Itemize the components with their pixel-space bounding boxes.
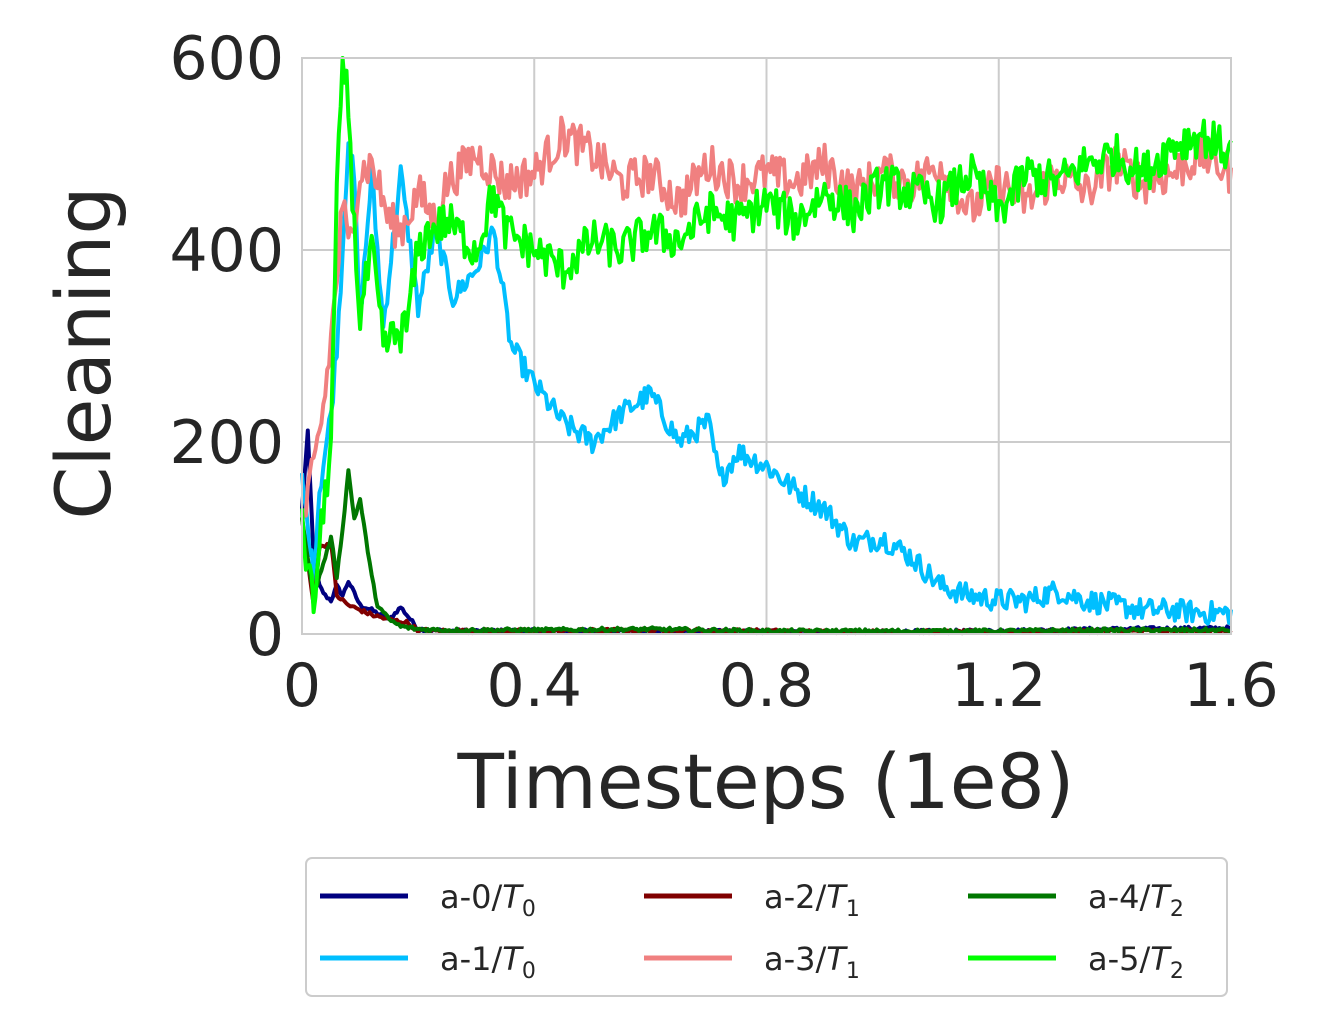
x-tick-label: 1.6	[1183, 651, 1278, 721]
y-axis-label: Cleaning	[39, 186, 128, 519]
y-tick-label: 400	[169, 216, 284, 286]
legend-label-1: a-1/T0	[440, 940, 536, 984]
legend-label-0: a-0/T0	[440, 878, 536, 922]
series-lines	[300, 56, 1233, 635]
x-tick-label: 0.4	[487, 651, 582, 721]
y-tick-label: 200	[169, 408, 284, 478]
legend-label-3: a-3/T1	[764, 940, 860, 984]
y-tick-label: 600	[169, 24, 284, 94]
y-tick-labels: 0 200 400 600	[169, 24, 284, 670]
legend-label-2: a-2/T1	[764, 878, 860, 922]
legend-label-4: a-4/T2	[1088, 878, 1184, 922]
x-tick-label: 0.8	[719, 651, 814, 721]
legend-box	[305, 857, 1228, 997]
x-axis-label: Timesteps (1e8)	[457, 737, 1075, 826]
plot-frame	[301, 57, 1232, 635]
legend-label-5: a-5/T2	[1088, 940, 1184, 984]
series-line-4	[300, 468, 1232, 635]
x-tick-label: 1.2	[951, 651, 1046, 721]
series-line-1	[300, 141, 1233, 626]
y-tick-label: 0	[246, 600, 284, 670]
x-tick-label: 0	[283, 651, 321, 721]
legend: a-0/T0 a-1/T0 a-2/T1 a-3/T1 a-4/T2 a-5/T2	[305, 857, 1228, 997]
series-line-3	[300, 115, 1233, 523]
series-line-5	[300, 56, 1233, 615]
x-tick-labels: 0 0.4 0.8 1.2 1.6	[283, 651, 1279, 721]
